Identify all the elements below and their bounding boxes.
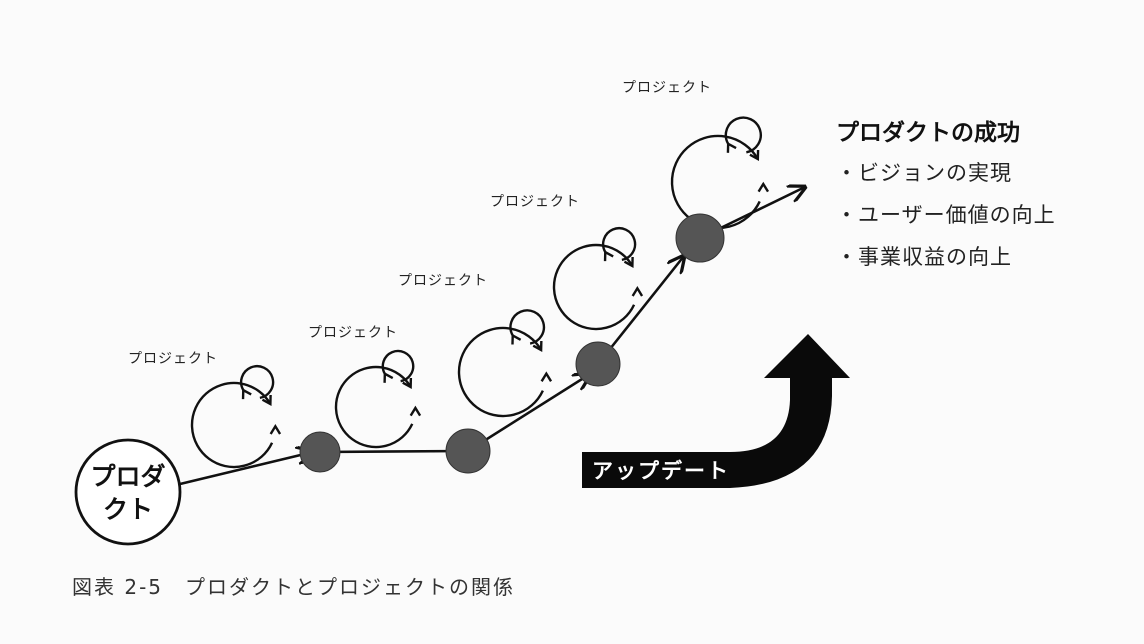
cycle-arrowhead — [757, 181, 770, 193]
product-success: プロダクトの成功 ・ビジョンの実現 ・ユーザー価値の向上 ・事業収益の向上 — [836, 119, 1056, 269]
project-label: プロジェクト — [128, 351, 218, 367]
segment-2 — [319, 451, 466, 452]
milestone-dot — [675, 213, 725, 263]
project-cycle — [457, 326, 544, 418]
success-title: プロダクトの成功 — [836, 119, 1020, 146]
cycle-arrowhead — [409, 405, 422, 417]
segment-1 — [179, 452, 313, 486]
success-item: ・事業収益の向上 — [836, 245, 1012, 269]
cycle-arrowhead — [402, 377, 413, 389]
product-node: プロダ クト — [74, 438, 182, 546]
product-circle — [74, 438, 182, 546]
cycle-arrowhead — [623, 256, 634, 268]
milestone-dot — [299, 431, 341, 473]
project-cycle — [552, 243, 636, 331]
project-label: プロジェクト — [490, 194, 580, 210]
segment-4 — [596, 256, 684, 365]
cycle-arrowhead — [540, 371, 553, 382]
project-label: プロジェクト — [622, 80, 712, 96]
project-hook — [239, 365, 275, 400]
cycle-arrowhead — [726, 141, 737, 153]
cycle-arrowhead — [603, 250, 614, 262]
product-label-line1: プロダ — [90, 462, 165, 491]
project-cycle — [334, 365, 414, 449]
project-labels: プロジェクト プロジェクト プロジェクト プロジェクト プロジェクト — [128, 80, 712, 367]
project-cycle — [190, 381, 274, 469]
success-item: ・ユーザー価値の向上 — [836, 203, 1056, 227]
project-hook — [509, 309, 546, 345]
success-item: ・ビジョンの実現 — [836, 161, 1012, 185]
cycle-arrowhead — [383, 371, 394, 383]
project-label: プロジェクト — [398, 273, 488, 289]
product-label-line2: クト — [103, 495, 153, 524]
cycle-arrowhead — [631, 285, 644, 297]
cycle-arrowhead — [261, 394, 272, 406]
project-hook — [381, 349, 415, 383]
project-label: プロジェクト — [308, 325, 398, 341]
project-hook — [601, 227, 637, 262]
cycle-arrowhead — [269, 423, 282, 435]
figure-caption: 図表 2-5 プロダクトとプロジェクトの関係 — [72, 575, 515, 599]
project-hook — [724, 116, 762, 154]
project-cycle — [670, 134, 761, 230]
update-arrow-shape — [582, 334, 850, 488]
cycle-arrowhead — [241, 388, 252, 400]
cycle-arrowhead — [511, 333, 522, 345]
project-cycles — [190, 116, 770, 469]
update-arrow: アップデート — [582, 334, 850, 488]
milestone-dot — [445, 428, 491, 474]
segment-3 — [467, 374, 590, 453]
milestone-dot — [575, 341, 621, 387]
update-label: アップデート — [592, 459, 730, 483]
cycle-arrowhead — [532, 340, 543, 352]
milestones — [299, 213, 725, 474]
cycle-arrowhead — [749, 149, 760, 161]
